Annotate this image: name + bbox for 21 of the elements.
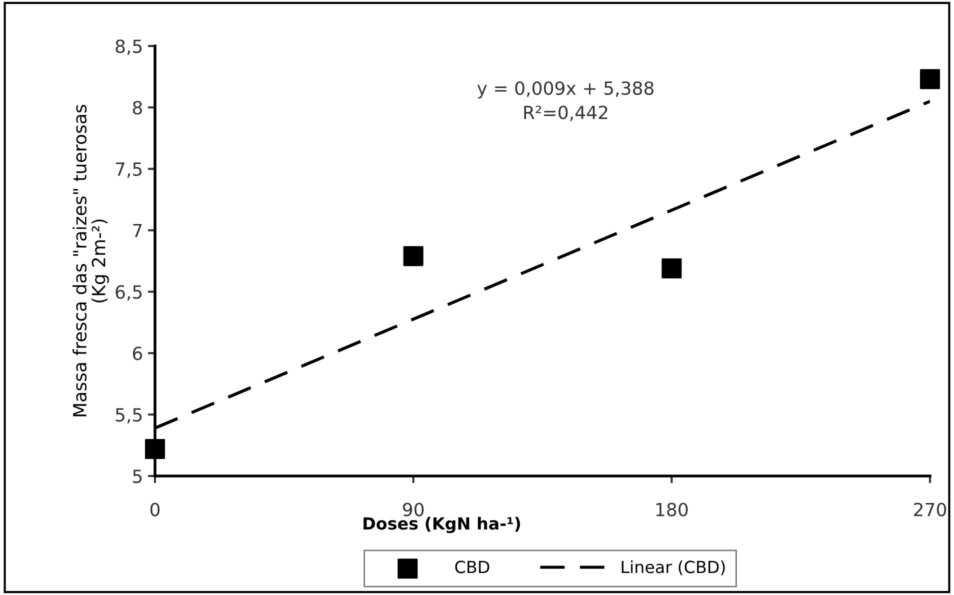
y-tick-label: 6,5 xyxy=(116,285,142,301)
x-tick-label: 90 xyxy=(402,502,424,516)
point xyxy=(403,246,424,266)
y-tick-label: 8,5 xyxy=(116,39,142,55)
point xyxy=(920,69,940,90)
x-tick-label: 0 xyxy=(150,502,160,516)
y-tick-label: 7 xyxy=(133,224,142,238)
point xyxy=(144,438,166,459)
y-tick-label: 5,5 xyxy=(116,408,142,424)
x-axis-title: Doses (KgN ha-¹) xyxy=(364,516,520,534)
legend-label: CBD xyxy=(455,560,490,574)
y-tick-label: 6 xyxy=(132,346,142,360)
annotation: y = 0,009x + 5,388 R²=0,442 xyxy=(477,81,654,122)
point xyxy=(662,258,682,278)
x-tick-label: 270 xyxy=(914,502,946,516)
y-axis-title: Massa fresca das "raizes" tuerosas (Kg 2m-²) xyxy=(72,104,109,416)
x-tick-label: 180 xyxy=(656,502,688,516)
y-tick-label: 5 xyxy=(133,470,142,484)
legend-label: Linear (CBD) xyxy=(622,560,725,576)
y-tick-label: 7,5 xyxy=(116,162,142,178)
y-tick-label: 8 xyxy=(132,100,142,115)
